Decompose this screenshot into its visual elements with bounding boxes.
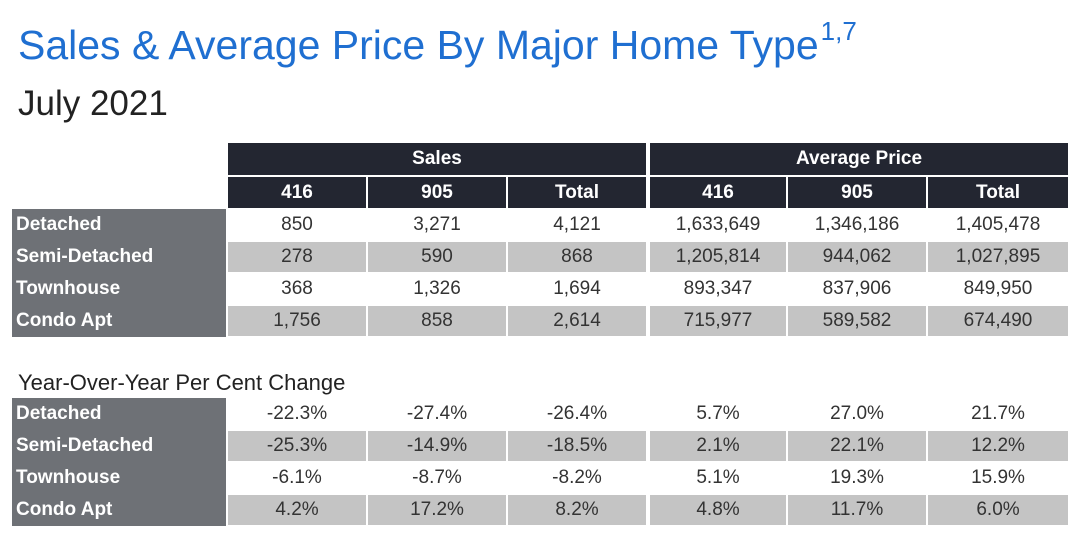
table-cell: 5.1%	[696, 467, 740, 488]
table-cell: -25.3%	[228, 431, 366, 461]
table-cell: 589,582	[788, 306, 926, 336]
table-cell: 944,062	[788, 242, 926, 272]
table-cell: 849,950	[963, 278, 1033, 299]
title-text: Sales & Average Price By Major Home Type	[18, 22, 819, 68]
row-label: Semi-Detached	[12, 430, 226, 462]
table-cell: 590	[368, 242, 506, 272]
table-cell: -8.2%	[552, 467, 602, 488]
table-cell: -14.9%	[368, 431, 506, 461]
title-superscript: 1,7	[820, 16, 857, 46]
page-subtitle: July 2021	[18, 84, 168, 123]
table-cell: 1,633,649	[675, 214, 761, 235]
row-label: Condo Apt	[12, 494, 226, 526]
table-cell: 19.3%	[830, 467, 884, 488]
table-cell: 1,346,186	[814, 214, 900, 235]
row-label: Semi-Detached	[12, 241, 226, 273]
group-header-average-price: Average Price	[650, 143, 1068, 175]
table-cell: 837,906	[822, 278, 892, 299]
column-header: 416	[228, 177, 366, 208]
table-cell: -6.1%	[272, 467, 322, 488]
table-cell: 17.2%	[368, 495, 506, 525]
column-header: 905	[368, 177, 506, 208]
column-header: Total	[508, 177, 646, 208]
group-header-sales: Sales	[228, 143, 646, 175]
table-cell: 11.7%	[788, 495, 926, 525]
table-cell: -22.3%	[266, 403, 328, 424]
row-label: Townhouse	[12, 462, 226, 494]
table-cell: 1,756	[228, 306, 366, 336]
row-label: Condo Apt	[12, 305, 226, 337]
table-cell: 4,121	[553, 214, 601, 235]
table-cell: -8.7%	[412, 467, 462, 488]
table-cell: -26.4%	[546, 403, 608, 424]
table-cell: 858	[368, 306, 506, 336]
table-cell: 1,694	[553, 278, 601, 299]
page-title: Sales & Average Price By Major Home Type…	[18, 16, 857, 69]
table-cell: 22.1%	[788, 431, 926, 461]
column-header: 416	[650, 177, 786, 208]
table-cell: 868	[508, 242, 646, 272]
table-cell: 21.7%	[971, 403, 1025, 424]
table-cell: 850	[281, 214, 313, 235]
table-cell: 4.2%	[228, 495, 366, 525]
table-cell: 1,205,814	[650, 242, 786, 272]
table-cell: 368	[281, 278, 313, 299]
table-cell: 8.2%	[508, 495, 646, 525]
table-cell: 27.0%	[830, 403, 884, 424]
column-header: Total	[928, 177, 1068, 208]
table-cell: 674,490	[928, 306, 1068, 336]
table-cell: -18.5%	[508, 431, 646, 461]
yoy-section-title: Year-Over-Year Per Cent Change	[18, 370, 346, 395]
table-cell: 893,347	[683, 278, 753, 299]
row-label: Detached	[12, 398, 226, 430]
row-label: Townhouse	[12, 273, 226, 305]
table-cell: 12.2%	[928, 431, 1068, 461]
table-cell: 6.0%	[928, 495, 1068, 525]
table-cell: 1,027,895	[928, 242, 1068, 272]
table-cell: 15.9%	[971, 467, 1025, 488]
table-cell: 1,326	[413, 278, 461, 299]
column-header: 905	[788, 177, 926, 208]
table-cell: 4.8%	[650, 495, 786, 525]
table-cell: 2,614	[508, 306, 646, 336]
table-cell: -27.4%	[406, 403, 468, 424]
table-cell: 715,977	[650, 306, 786, 336]
row-label: Detached	[12, 209, 226, 241]
table-cell: 3,271	[413, 214, 461, 235]
table-cell: 1,405,478	[955, 214, 1041, 235]
table-cell: 2.1%	[650, 431, 786, 461]
table-cell: 278	[228, 242, 366, 272]
table-cell: 5.7%	[696, 403, 740, 424]
